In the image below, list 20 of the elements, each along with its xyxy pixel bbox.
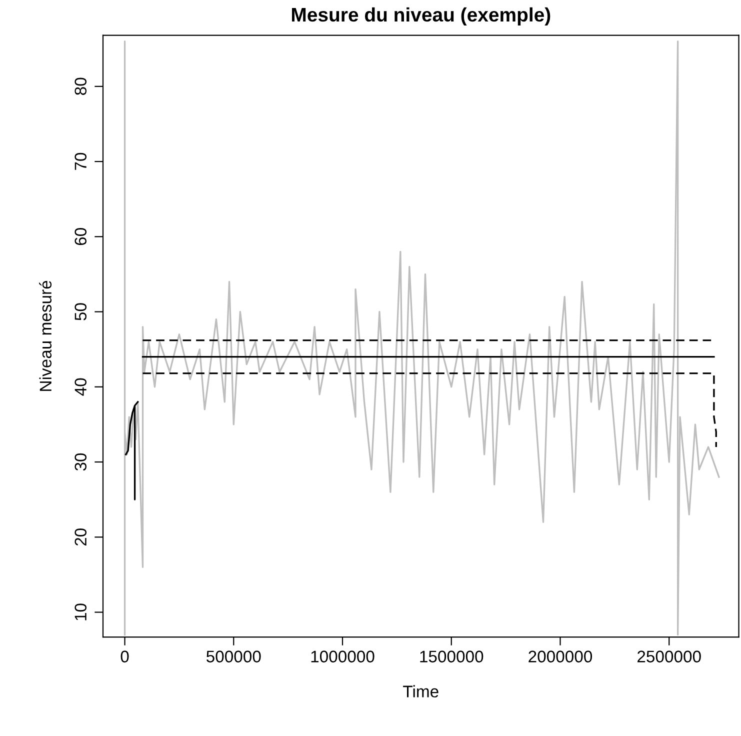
y-tick-label: 30 bbox=[74, 453, 87, 471]
line-series bbox=[124, 40, 720, 636]
y-tick-label: 40 bbox=[74, 378, 87, 396]
chart-title: Mesure du niveau (exemple) bbox=[292, 7, 550, 26]
y-tick-label: 10 bbox=[74, 604, 87, 620]
y-axis-title: Niveau mesuré bbox=[39, 280, 52, 391]
x-tick-label: 0 bbox=[120, 650, 129, 662]
x-axis-title: Time bbox=[403, 685, 438, 698]
y-tick-label: 20 bbox=[74, 528, 87, 546]
x-tick-label: 2500000 bbox=[638, 650, 701, 662]
y-tick-label: 80 bbox=[74, 78, 87, 95]
y-tick-label: 50 bbox=[74, 303, 87, 320]
y-tick-label: 60 bbox=[74, 228, 87, 246]
x-tick-label: 1500000 bbox=[420, 650, 484, 662]
x-tick-label: 2000000 bbox=[528, 650, 592, 662]
line-series bbox=[142, 372, 717, 448]
line-series bbox=[125, 401, 139, 500]
x-tick-label: 1000000 bbox=[311, 650, 374, 662]
y-tick-label: 70 bbox=[74, 152, 87, 170]
x-tick-label: 500000 bbox=[206, 650, 261, 662]
